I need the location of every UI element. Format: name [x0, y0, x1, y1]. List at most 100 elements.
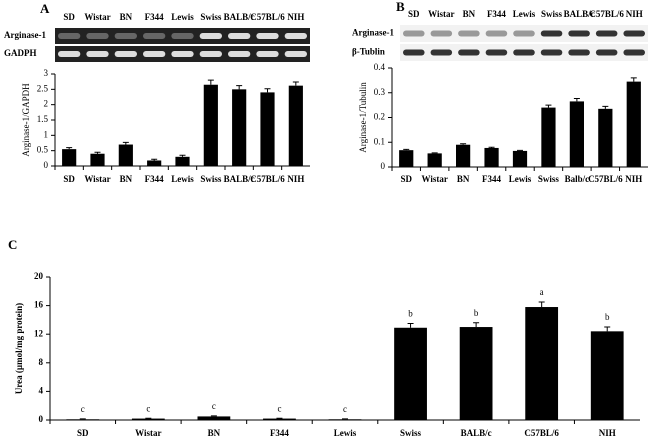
x-tick-label: Swiss — [400, 428, 422, 438]
x-tick-label: Lewis — [334, 428, 357, 438]
x-tick-label: F344 — [145, 174, 164, 184]
blot-band — [595, 49, 618, 56]
y-tick-label: 0.1 — [374, 136, 385, 146]
y-tick-label: 0.3 — [374, 87, 386, 97]
bar — [598, 108, 613, 167]
bar — [288, 85, 303, 166]
blot-band — [540, 30, 563, 37]
blot-lane-label: BALB/c — [564, 9, 595, 19]
error-bar — [94, 151, 101, 154]
blot-lane-label: SD — [408, 9, 420, 19]
blot-band — [485, 30, 508, 37]
error-bar — [236, 85, 243, 90]
error-bar — [122, 141, 129, 145]
bar — [232, 89, 247, 166]
error-bar — [488, 146, 495, 148]
annotation: c — [146, 403, 150, 413]
bar — [203, 84, 218, 166]
x-tick-label: Swiss — [200, 174, 222, 184]
blot-lane-label: Wistar — [428, 9, 454, 19]
error-bar — [210, 415, 217, 417]
y-tick-label: 12 — [34, 328, 44, 338]
blot-band — [199, 51, 222, 57]
error-bar — [538, 301, 545, 308]
blot-band — [430, 30, 453, 37]
blot-label: β-Tublin — [352, 47, 385, 57]
error-bar — [630, 77, 637, 82]
y-tick-label: 4 — [39, 385, 44, 395]
y-tick-label: 0.4 — [374, 62, 386, 72]
y-axis-label: Urea (µmol/mg protein) — [14, 303, 24, 394]
bar — [525, 307, 559, 420]
blot-band — [256, 51, 279, 57]
blot-lane-label: BN — [120, 12, 133, 22]
y-tick-label: 0 — [44, 160, 49, 170]
blot-lane-label: F344 — [145, 12, 164, 22]
x-tick-label: Lewis — [509, 174, 532, 184]
blot-band — [58, 51, 81, 57]
x-tick-label: Balb/c — [565, 174, 590, 184]
blot-band — [256, 33, 279, 39]
x-tick-label: SD — [77, 428, 89, 438]
blot-band — [595, 30, 618, 37]
blot-lane-label: Swiss — [200, 12, 222, 22]
blot-band — [513, 30, 535, 37]
error-bar — [292, 81, 299, 86]
blot-band — [171, 33, 194, 39]
x-tick-label: C57BL/6 — [588, 174, 623, 184]
blot-band — [623, 30, 645, 37]
x-tick-label: C57BL/6 — [250, 174, 285, 184]
error-bar — [460, 143, 467, 145]
blot-band — [540, 49, 563, 56]
bar — [484, 147, 499, 167]
blot-lane-label: Lewis — [171, 12, 194, 22]
x-tick-label: Swiss — [538, 174, 560, 184]
x-tick-label: NIH — [625, 174, 642, 184]
x-tick-label: C57BL/6 — [524, 428, 559, 438]
bar — [512, 150, 528, 167]
blot-band — [568, 30, 590, 37]
panel-label: A — [40, 1, 50, 16]
annotation: b — [408, 309, 413, 319]
bar — [62, 149, 77, 166]
blot-lane-label: NIH — [626, 9, 643, 19]
blot-band — [568, 49, 590, 56]
annotation: c — [81, 404, 85, 414]
blot-lane-label: SD — [63, 12, 75, 22]
blot-band — [143, 33, 166, 39]
error-bar — [473, 322, 480, 328]
bar — [459, 327, 493, 420]
blot-band — [485, 49, 508, 56]
y-tick-label: 2.5 — [37, 83, 49, 93]
annotation: a — [540, 287, 544, 297]
error-bar — [407, 322, 414, 328]
bar — [394, 327, 427, 420]
x-tick-label: Wistar — [421, 174, 447, 184]
y-axis-label: Arginase-1/GAPDH — [21, 83, 31, 157]
blot-band — [623, 49, 645, 56]
blot-band — [228, 51, 251, 57]
y-tick-label: 3 — [44, 68, 49, 78]
annotation: b — [474, 308, 479, 318]
y-tick-label: 0.2 — [374, 112, 385, 122]
panel-label: B — [396, 0, 405, 14]
x-tick-label: SD — [400, 174, 412, 184]
blot-band — [458, 30, 480, 37]
error-bar — [179, 154, 186, 157]
error-bar — [264, 88, 271, 93]
blot-band — [114, 51, 137, 57]
y-tick-label: 0 — [39, 414, 44, 424]
y-tick-label: 2 — [44, 99, 49, 109]
y-tick-label: 1 — [44, 129, 49, 139]
x-tick-label: BN — [457, 174, 470, 184]
annotation: c — [343, 404, 347, 414]
x-tick-label: BN — [120, 174, 133, 184]
annotation: c — [277, 403, 281, 413]
x-tick-label: Wistar — [135, 428, 161, 438]
y-tick-label: 1.5 — [37, 114, 49, 124]
y-axis-label: Arginase-1/Tubulin — [358, 82, 368, 153]
blot-band — [403, 49, 425, 56]
bar — [569, 101, 584, 167]
